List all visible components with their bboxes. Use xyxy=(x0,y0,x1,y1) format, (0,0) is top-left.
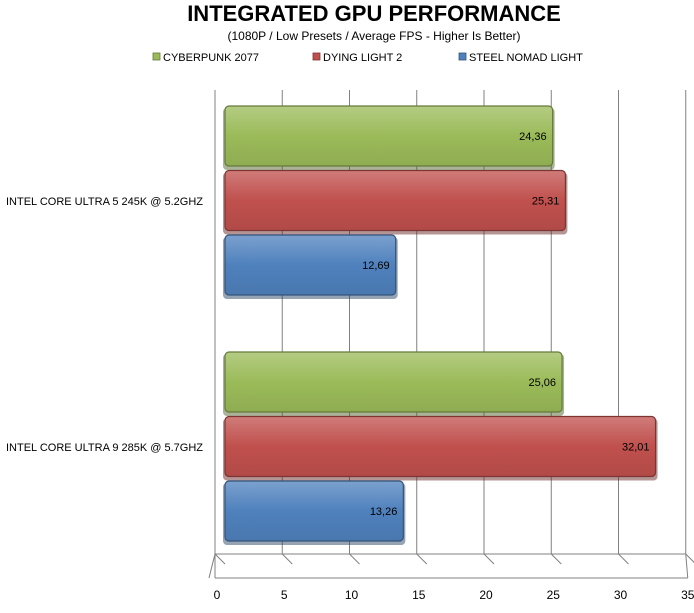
data-label: 12,69 xyxy=(362,260,390,272)
x-tick-label: 10 xyxy=(345,588,359,602)
bar xyxy=(224,105,554,167)
plot-area: 0 5 10 15 20 25 30 35 24,36 25,31 12,69 INTEL CORE … xyxy=(6,90,694,602)
data-label: 13,26 xyxy=(370,506,398,518)
gridline-floor xyxy=(618,553,629,565)
data-label: 25,31 xyxy=(532,196,560,208)
bar xyxy=(224,351,563,413)
legend-swatch xyxy=(152,52,161,61)
gridline-floor xyxy=(214,553,226,565)
gridline-floor xyxy=(281,553,293,565)
legend-entry: STEEL NOMAD LIGHT xyxy=(469,52,583,64)
gridline-floor xyxy=(483,553,495,565)
legend-swatch xyxy=(312,52,321,61)
gridline-floor xyxy=(550,553,562,565)
legend: CYBERPUNK 2077 DYING LIGHT 2 STEEL NOMAD L… xyxy=(152,52,583,64)
data-label: 24,36 xyxy=(519,131,547,143)
x-tick-label: 30 xyxy=(614,588,628,602)
x-tick-label: 25 xyxy=(547,588,561,602)
gridline-floor xyxy=(349,553,360,565)
chart-title: INTEGRATED GPU PERFORMANCE xyxy=(187,1,561,26)
chart-subtitle: (1080P / Low Presets / Average FPS - Hig… xyxy=(227,29,520,43)
legend-entry: DYING LIGHT 2 xyxy=(323,52,402,64)
data-label: 25,06 xyxy=(529,377,557,389)
x-tick-label: 20 xyxy=(479,588,493,602)
x-tick-label: 5 xyxy=(281,588,288,602)
legend-swatch xyxy=(458,52,467,61)
bar xyxy=(224,169,567,232)
bar xyxy=(224,415,657,478)
x-tick-label: 35 xyxy=(681,588,694,602)
x-tick-label: 0 xyxy=(214,588,221,602)
data-label: 32,01 xyxy=(622,442,650,454)
bar xyxy=(224,480,404,542)
gridline-floor xyxy=(685,553,694,563)
x-tick-label: 15 xyxy=(412,588,426,602)
gridline-floor xyxy=(416,553,428,565)
category-label: INTEL CORE ULTRA 9 285K @ 5.7GHZ xyxy=(6,442,203,454)
category-label: INTEL CORE ULTRA 5 245K @ 5.2GHZ xyxy=(6,196,203,208)
legend-entry: CYBERPUNK 2077 xyxy=(163,52,259,64)
bar xyxy=(224,234,397,296)
